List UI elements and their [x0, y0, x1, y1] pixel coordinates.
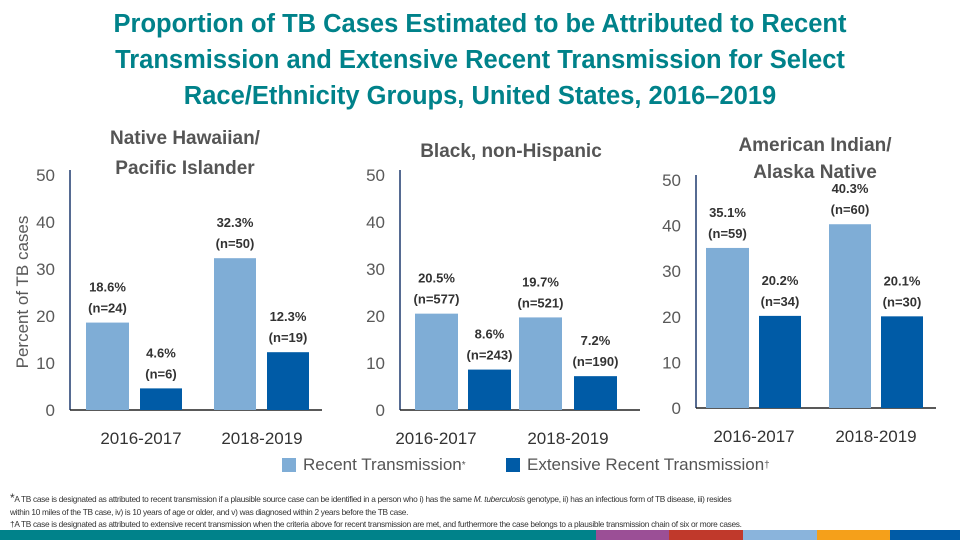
- y-tick-label: 30: [36, 260, 55, 279]
- y-tick-label: 20: [36, 307, 55, 326]
- data-label-n: (n=19): [269, 330, 308, 345]
- footer-band-segment: [743, 530, 817, 540]
- data-label-n: (n=50): [216, 236, 255, 251]
- bar-recent: [519, 317, 562, 410]
- bar-extensive: [267, 352, 309, 410]
- y-tick-label: 40: [662, 217, 681, 236]
- y-tick-label: 40: [366, 213, 385, 232]
- data-label-n: (n=521): [518, 295, 564, 310]
- y-tick-label: 10: [366, 354, 385, 373]
- data-label-n: (n=34): [761, 294, 800, 309]
- footnote-text: genotype, ii) has an infectious form of …: [524, 494, 732, 504]
- y-tick-label: 0: [672, 399, 681, 418]
- bar-extensive: [140, 388, 182, 410]
- footer-band-segment: [817, 530, 890, 540]
- y-tick-label: 0: [376, 401, 385, 420]
- legend-recent: Recent Transmission *: [282, 455, 466, 475]
- y-tick-label: 20: [366, 307, 385, 326]
- data-label-n: (n=59): [708, 226, 747, 241]
- y-tick-label: 50: [662, 171, 681, 190]
- footnote-mark: *: [10, 491, 15, 505]
- slide-title: Proportion of TB Cases Estimated to be A…: [0, 6, 960, 114]
- data-label: 19.7%: [522, 274, 559, 289]
- data-label: 20.1%: [884, 273, 921, 288]
- panel-title: Alaska Native: [753, 162, 877, 183]
- legend-mark: †: [764, 459, 770, 471]
- data-label: 8.6%: [475, 327, 505, 342]
- y-tick-label: 40: [36, 213, 55, 232]
- data-label: 20.2%: [762, 273, 799, 288]
- footer-band-segment: [669, 530, 743, 540]
- footer-band-segment: [596, 530, 669, 540]
- panel-title: Pacific Islander: [115, 158, 255, 179]
- data-label: 35.1%: [709, 205, 746, 220]
- y-tick-label: 20: [662, 308, 681, 327]
- data-label: 20.5%: [418, 271, 455, 286]
- data-label: 4.6%: [146, 345, 176, 360]
- panel-title: Native Hawaiian/: [110, 128, 261, 149]
- y-tick-label: 30: [366, 260, 385, 279]
- x-tick-label: 2016-2017: [100, 429, 181, 448]
- x-tick-label: 2018-2019: [527, 429, 608, 448]
- title-line: Proportion of TB Cases Estimated to be A…: [113, 10, 847, 38]
- data-label: 18.6%: [89, 280, 126, 295]
- panel-title: Black, non-Hispanic: [420, 141, 602, 162]
- footer-band-segment: [0, 530, 596, 540]
- data-label-n: (n=190): [573, 354, 619, 369]
- data-label-n: (n=6): [145, 366, 176, 381]
- bar-extensive: [574, 376, 617, 410]
- data-label-n: (n=60): [831, 202, 870, 217]
- y-tick-label: 50: [366, 166, 385, 185]
- title-line: Transmission and Extensive Recent Transm…: [115, 46, 845, 74]
- x-tick-label: 2016-2017: [395, 429, 476, 448]
- bar-extensive: [881, 316, 923, 408]
- footnote-1-cont: within 10 miles of the TB case, iv) is 1…: [10, 507, 409, 517]
- data-label: 7.2%: [581, 333, 611, 348]
- bar-extensive: [759, 315, 801, 408]
- y-tick-label: 30: [662, 262, 681, 281]
- legend-label: Recent Transmission: [303, 455, 462, 474]
- x-tick-label: 2018-2019: [835, 427, 916, 446]
- footnote-2: †A TB case is designated as attributed t…: [10, 519, 742, 529]
- data-label: 40.3%: [832, 181, 869, 196]
- footnote-text: A TB case is designated as attributed to…: [14, 494, 474, 504]
- footnote-italic: M. tuberculosis: [473, 494, 526, 504]
- y-tick-label: 10: [36, 354, 55, 373]
- data-label-n: (n=577): [414, 292, 460, 307]
- footnote-1: *A TB case is designated as attributed t…: [10, 491, 732, 505]
- x-tick-label: 2016-2017: [713, 427, 794, 446]
- data-label: 12.3%: [270, 309, 307, 324]
- bar-recent: [415, 313, 458, 410]
- data-label: 32.3%: [217, 215, 254, 230]
- y-axis-label: Percent of TB cases: [13, 216, 32, 369]
- bar-recent: [86, 322, 129, 410]
- y-tick-label: 10: [662, 353, 681, 372]
- data-label-n: (n=30): [883, 294, 922, 309]
- legend-label: Extensive Recent Transmission: [527, 455, 765, 474]
- legend-extensive: Extensive Recent Transmission †: [506, 455, 770, 475]
- bar-recent: [214, 258, 256, 410]
- bar-extensive: [468, 369, 511, 410]
- footer-band-segment: [890, 530, 960, 540]
- data-label-n: (n=24): [88, 301, 127, 316]
- bar-recent: [829, 224, 871, 408]
- legend-mark: *: [461, 459, 466, 471]
- legend-swatch-extensive: [506, 458, 520, 472]
- x-tick-label: 2018-2019: [221, 429, 302, 448]
- panel-title: American Indian/: [738, 135, 892, 156]
- legend-swatch-recent: [282, 458, 296, 472]
- y-tick-label: 50: [36, 166, 55, 185]
- data-label-n: (n=243): [467, 348, 513, 363]
- title-line: Race/Ethnicity Groups, United States, 20…: [183, 82, 777, 110]
- y-tick-label: 0: [46, 401, 55, 420]
- bar-recent: [706, 247, 749, 408]
